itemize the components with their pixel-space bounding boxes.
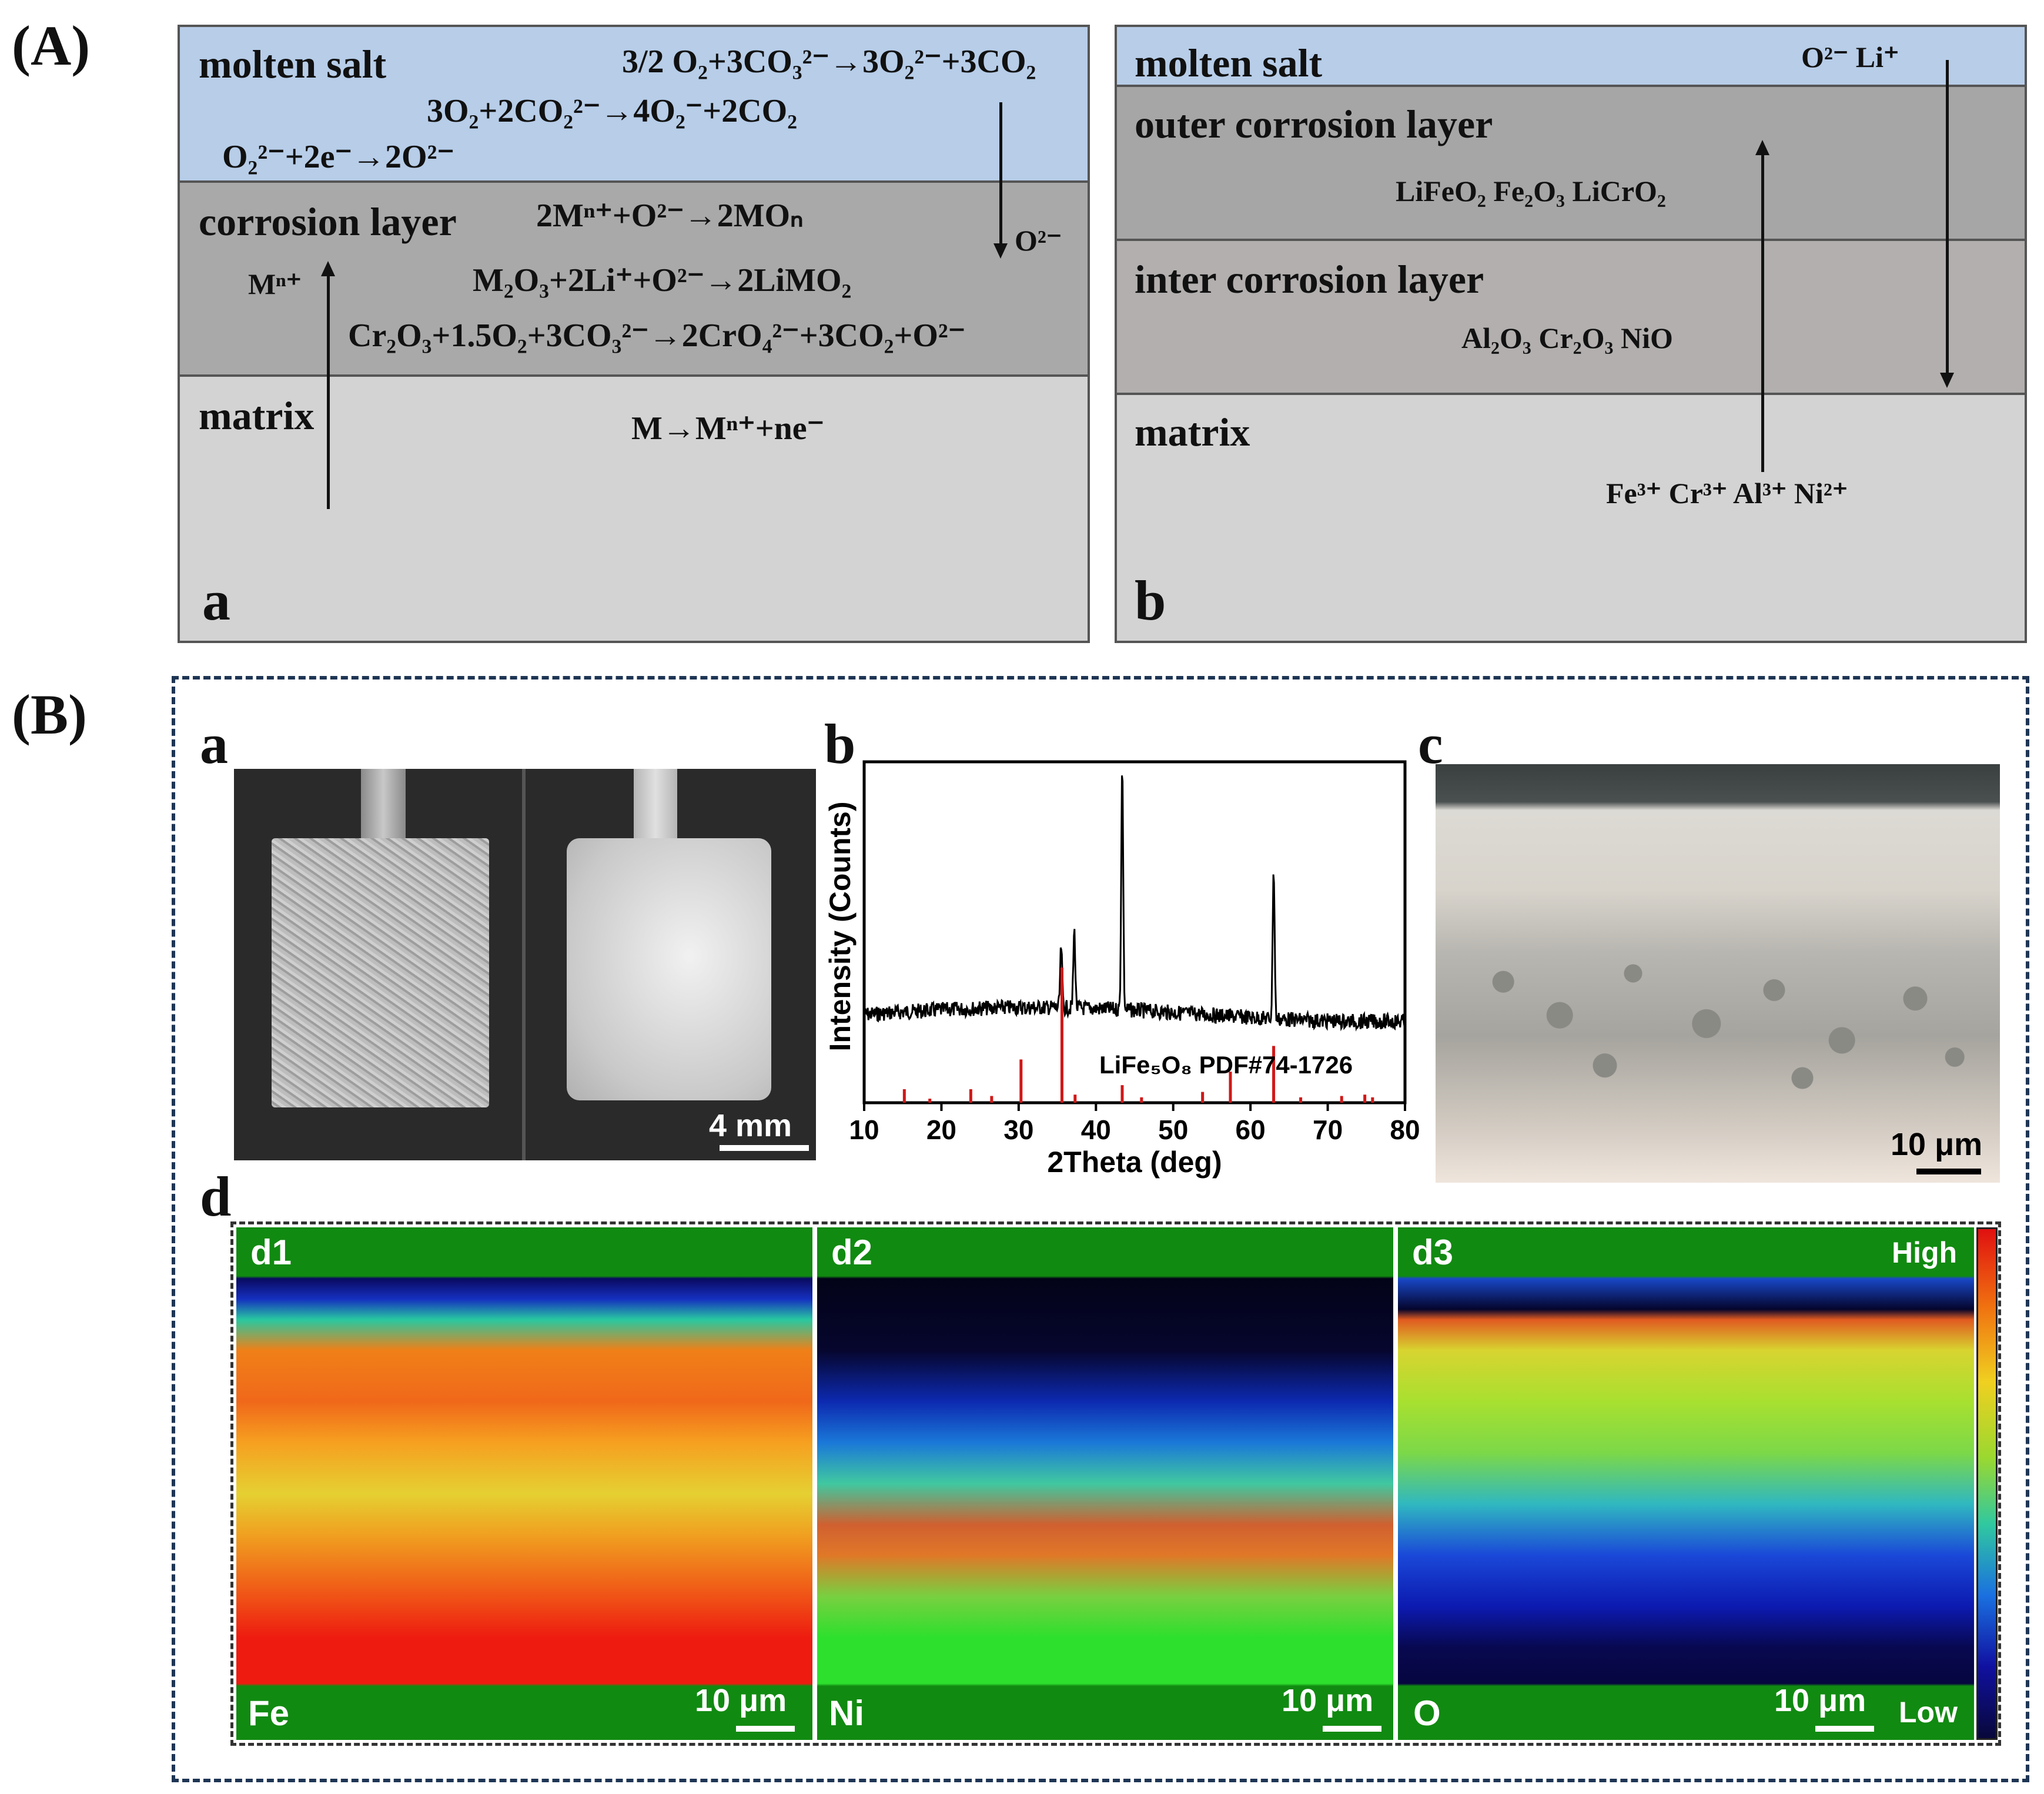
equation-4: 2Mⁿ⁺+O²⁻→2MOₙ (536, 198, 804, 234)
x-tick-label: 30 (1003, 1114, 1033, 1145)
matrix-title: matrix (1135, 410, 1250, 454)
up-arrow-shaft (1761, 152, 1764, 472)
eds-map-o: d3 O 10 μm High Low (1398, 1227, 1974, 1740)
x-tick-label: 50 (1158, 1114, 1188, 1145)
panel-a-a-sublabel: a (202, 569, 230, 632)
matrix-layer (1117, 395, 2025, 641)
equation-5: M₂O₃+2Li⁺+O²⁻→2LiMO₂ (473, 262, 852, 299)
corrosion-layer (180, 183, 1088, 377)
map-id-label: d1 (250, 1233, 292, 1272)
molten-salt-layer (180, 27, 1088, 183)
equation-2: 3O₂+2CO₂²⁻→4O₂⁻+2CO₂ (427, 93, 797, 129)
element-label: O (1413, 1693, 1441, 1733)
eds-map-ni: d2 Ni 10 μm (817, 1227, 1393, 1740)
panel-b-b-sublabel: b (824, 712, 856, 775)
xrd-pattern-line (863, 775, 1406, 1032)
scale-bar-label: 10 μm (1282, 1683, 1374, 1718)
reference-label: LiFe₅O₈ PDF#74-1726 (1099, 1051, 1353, 1079)
equation-6: Cr₂O₃+1.5O₂+3CO₃²⁻→2CrO₄²⁻+3CO₂+O²⁻ (348, 317, 966, 354)
xrd-chart: LiFe₅O₈ PDF#74-1726 10 20 30 40 50 60 70 80 2Thet… (824, 760, 1420, 1179)
colorbar-low-label: Low (1899, 1696, 1958, 1729)
molten-salt-layer (1117, 27, 2025, 87)
pristine-sample (567, 838, 771, 1100)
matrix-layer (180, 377, 1088, 641)
scale-bar-label: 4 mm (709, 1108, 792, 1143)
x-tick-label: 80 (1390, 1114, 1420, 1145)
panel-b-label: (B) (12, 683, 87, 746)
equation-3: O₂²⁻+2e⁻→2O²⁻ (222, 139, 454, 175)
scale-bar-line (720, 1145, 809, 1151)
scale-bar-label: 10 μm (1774, 1683, 1866, 1718)
sample-photographs: 4 mm (234, 769, 816, 1160)
color-scale-bar (1976, 1227, 1998, 1740)
matrix-title: matrix (199, 393, 315, 438)
panel-b-a-sublabel: a (200, 712, 228, 775)
inter-corrosion-layer (1117, 241, 2025, 395)
x-tick-label: 10 (849, 1114, 879, 1145)
scale-bar-line (736, 1726, 795, 1732)
element-label: Ni (829, 1693, 864, 1733)
panel-a-a-schematic: molten salt corrosion layer matrix 3/2 O… (178, 25, 1090, 643)
down-arrow-shaft (1946, 60, 1949, 377)
eds-map-fe: d1 Fe 10 μm (236, 1227, 812, 1740)
matrix-ions-label: Fe³⁺ Cr³⁺ Al³⁺ Ni²⁺ (1606, 477, 1848, 510)
outer-compounds-label: LiFeO₂ Fe₂O₃ LiCrO₂ (1396, 175, 1666, 207)
panel-a-b-sublabel: b (1135, 569, 1166, 632)
scale-bar-line (1815, 1726, 1874, 1732)
up-arrow-shaft (327, 274, 330, 509)
eds-maps-frame (230, 1221, 2001, 1746)
cross-section-micrograph: 10 μm (1436, 764, 2000, 1183)
map-id-label: d2 (831, 1233, 873, 1272)
corroded-sample-tab (361, 769, 406, 839)
photo-divider (522, 769, 526, 1160)
panel-a-label: (A) (12, 14, 91, 77)
scale-bar-line (1916, 1169, 1981, 1174)
x-tick-label: 40 (1081, 1114, 1111, 1145)
down-arrow-icon (1940, 373, 1954, 388)
top-ions-label: O²⁻ Li⁺ (1801, 41, 1899, 73)
molten-salt-title: molten salt (199, 42, 387, 86)
outer-corrosion-title: outer corrosion layer (1135, 102, 1493, 146)
map-id-label: d3 (1412, 1233, 1454, 1272)
oxide-ion-label: O²⁻ (1015, 224, 1062, 257)
scale-bar-label: 10 μm (1891, 1127, 1983, 1162)
metal-ion-label: Mⁿ⁺ (248, 267, 302, 300)
up-arrow-icon (321, 261, 335, 276)
y-axis-label: Intensity (Counts) (824, 802, 857, 1052)
panel-a-b-schematic: molten salt outer corrosion layer inter … (1115, 25, 2027, 643)
corrosion-layer-title: corrosion layer (199, 199, 457, 244)
inter-compounds-label: Al₂O₃ Cr₂O₃ NiO (1461, 322, 1673, 354)
down-arrow-icon (993, 243, 1008, 259)
equation-7: M→Mⁿ⁺+ne⁻ (631, 410, 825, 447)
element-label: Fe (248, 1693, 290, 1733)
outer-corrosion-layer (1117, 87, 2025, 241)
molten-salt-title: molten salt (1135, 41, 1323, 85)
panel-b-d-sublabel: d (200, 1165, 232, 1228)
up-arrow-icon (1755, 140, 1769, 155)
pristine-sample-tab (634, 769, 677, 839)
down-arrow-shaft (999, 102, 1002, 249)
panel-b-dashed-frame (172, 676, 2029, 1782)
scale-bar-label: 10 μm (695, 1683, 787, 1718)
corroded-sample (272, 838, 489, 1107)
inter-corrosion-title: inter corrosion layer (1135, 257, 1484, 302)
plot-frame (862, 760, 1407, 1104)
scale-bar-line (1323, 1726, 1381, 1732)
x-axis-label: 2Theta (deg) (1047, 1146, 1222, 1179)
colorbar-high-label: High (1892, 1236, 1958, 1269)
x-tick-label: 70 (1313, 1114, 1343, 1145)
x-tick-label: 20 (926, 1114, 956, 1145)
x-tick-label: 60 (1236, 1114, 1266, 1145)
equation-1: 3/2 O₂+3CO₃²⁻→3O₂²⁻+3CO₂ (622, 43, 1036, 80)
